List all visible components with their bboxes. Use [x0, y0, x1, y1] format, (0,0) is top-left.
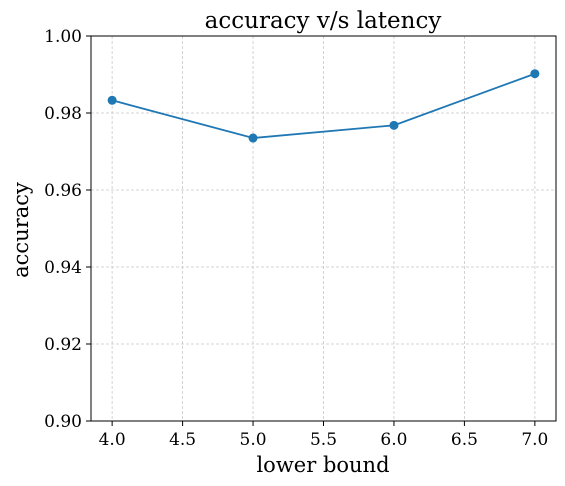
- y-tick-label: 1.00: [44, 27, 82, 47]
- x-tick-label: 7.0: [521, 430, 548, 450]
- y-axis-label: accuracy: [9, 182, 33, 278]
- x-tick-label: 6.0: [380, 430, 407, 450]
- data-point: [530, 69, 540, 79]
- x-tick-label: 4.0: [99, 430, 126, 450]
- x-axis-label: lower bound: [256, 453, 389, 477]
- x-tick-label: 5.0: [240, 430, 267, 450]
- data-point: [248, 133, 258, 143]
- y-tick-label: 0.98: [44, 104, 82, 124]
- y-tick-label: 0.94: [44, 258, 82, 278]
- x-tick-label: 4.5: [169, 430, 196, 450]
- data-series: [107, 69, 540, 143]
- x-gridlines: [111, 36, 536, 421]
- chart-title: accuracy v/s latency: [205, 8, 442, 34]
- data-point: [389, 120, 399, 130]
- y-tick-label: 0.92: [44, 335, 82, 355]
- y-tick-label: 0.90: [44, 412, 82, 432]
- series-line: [111, 72, 536, 139]
- x-axis-ticks: 4.0 4.5 5.0 5.5 6.0 6.5 7.0: [99, 421, 548, 450]
- y-axis-ticks: 0.90 0.92 0.94 0.96 0.98 1.00: [44, 27, 91, 432]
- x-tick-label: 5.5: [310, 430, 337, 450]
- data-point: [107, 95, 117, 105]
- x-tick-label: 6.5: [451, 430, 478, 450]
- y-tick-label: 0.96: [44, 181, 82, 201]
